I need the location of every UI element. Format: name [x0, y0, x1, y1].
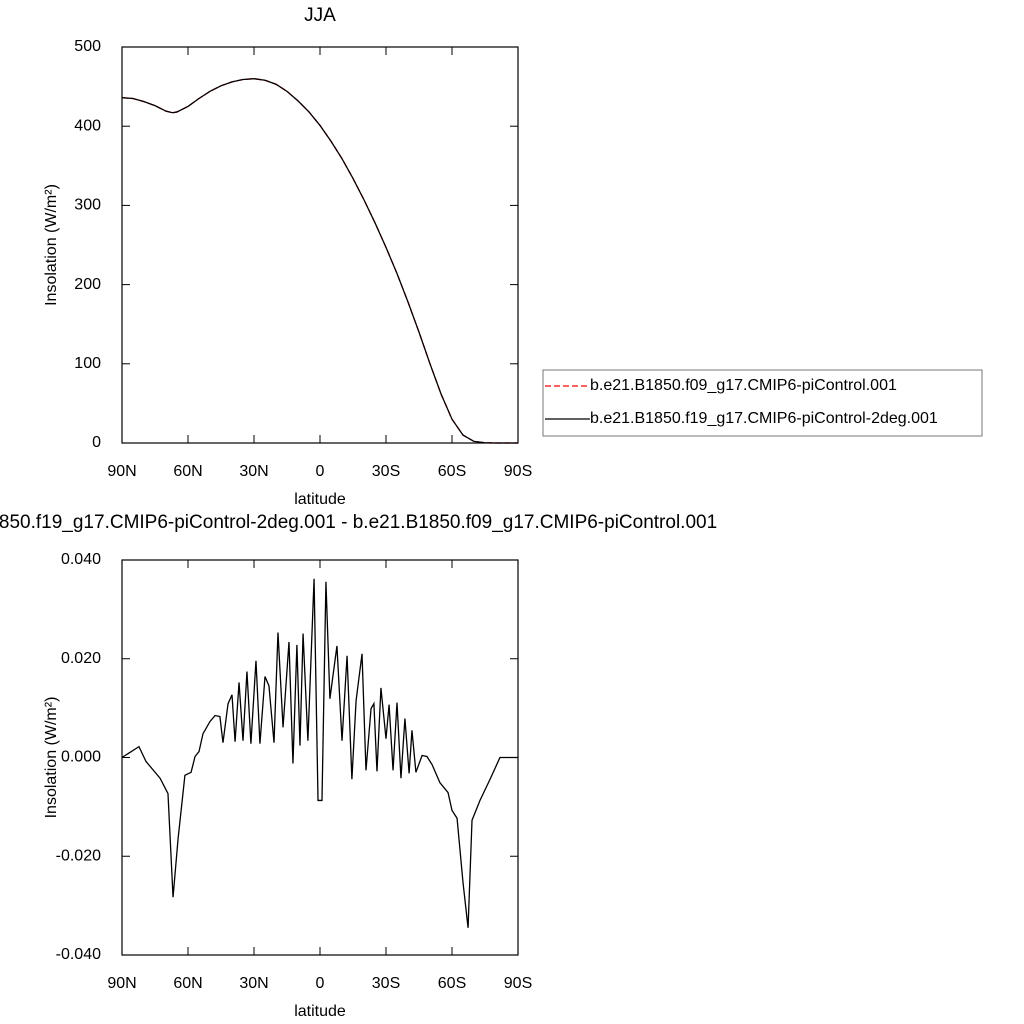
- y-axis-label: Insolation (W/m²): [43, 697, 60, 819]
- legend-label: b.e21.B1850.f09_g17.CMIP6-piControl.001: [590, 377, 897, 394]
- plot-frame: [121, 46, 519, 444]
- x-tick-label: 0: [316, 975, 325, 992]
- y-tick-label: -0.040: [56, 946, 101, 963]
- x-tick-label: 60N: [173, 463, 202, 480]
- x-tick-label: 30S: [372, 975, 400, 992]
- x-tick-label: 90S: [504, 463, 532, 480]
- y-tick-label: 0.040: [61, 551, 101, 568]
- x-axis-label: latitude: [294, 491, 346, 508]
- y-tick-label: 500: [74, 38, 101, 55]
- x-tick-label: 90S: [504, 975, 532, 992]
- y-tick-label: 0: [92, 434, 101, 451]
- x-tick-label: 90N: [107, 975, 136, 992]
- y-tick-label: 0.020: [61, 650, 101, 667]
- chart-title: b.e21.B1850.f19_g17.CMIP6-piControl-2deg…: [0, 512, 717, 533]
- y-axis-label: Insolation (W/m²): [43, 184, 60, 306]
- data-line: [121, 78, 518, 444]
- x-tick-label: 30N: [239, 463, 268, 480]
- chart-title: JJA: [304, 5, 336, 26]
- x-tick-label: 0: [316, 463, 325, 480]
- y-tick-label: 100: [74, 355, 101, 372]
- x-tick-label: 60S: [438, 975, 466, 992]
- plot-frame: [121, 559, 519, 956]
- data-line: [121, 78, 518, 444]
- legend-box: [542, 369, 983, 437]
- y-tick-label: -0.020: [56, 847, 101, 864]
- x-axis-label: latitude: [294, 1003, 346, 1020]
- x-tick-label: 30S: [372, 463, 400, 480]
- x-tick-label: 60N: [173, 975, 202, 992]
- x-tick-label: 90N: [107, 463, 136, 480]
- legend-label: b.e21.B1850.f19_g17.CMIP6-piControl-2deg…: [590, 410, 938, 427]
- data-line: [121, 578, 518, 928]
- y-tick-label: 400: [74, 117, 101, 134]
- y-tick-label: 200: [74, 276, 101, 293]
- y-tick-label: 300: [74, 197, 101, 214]
- x-tick-label: 60S: [438, 463, 466, 480]
- y-tick-label: 0.000: [61, 749, 101, 766]
- x-tick-label: 30N: [239, 975, 268, 992]
